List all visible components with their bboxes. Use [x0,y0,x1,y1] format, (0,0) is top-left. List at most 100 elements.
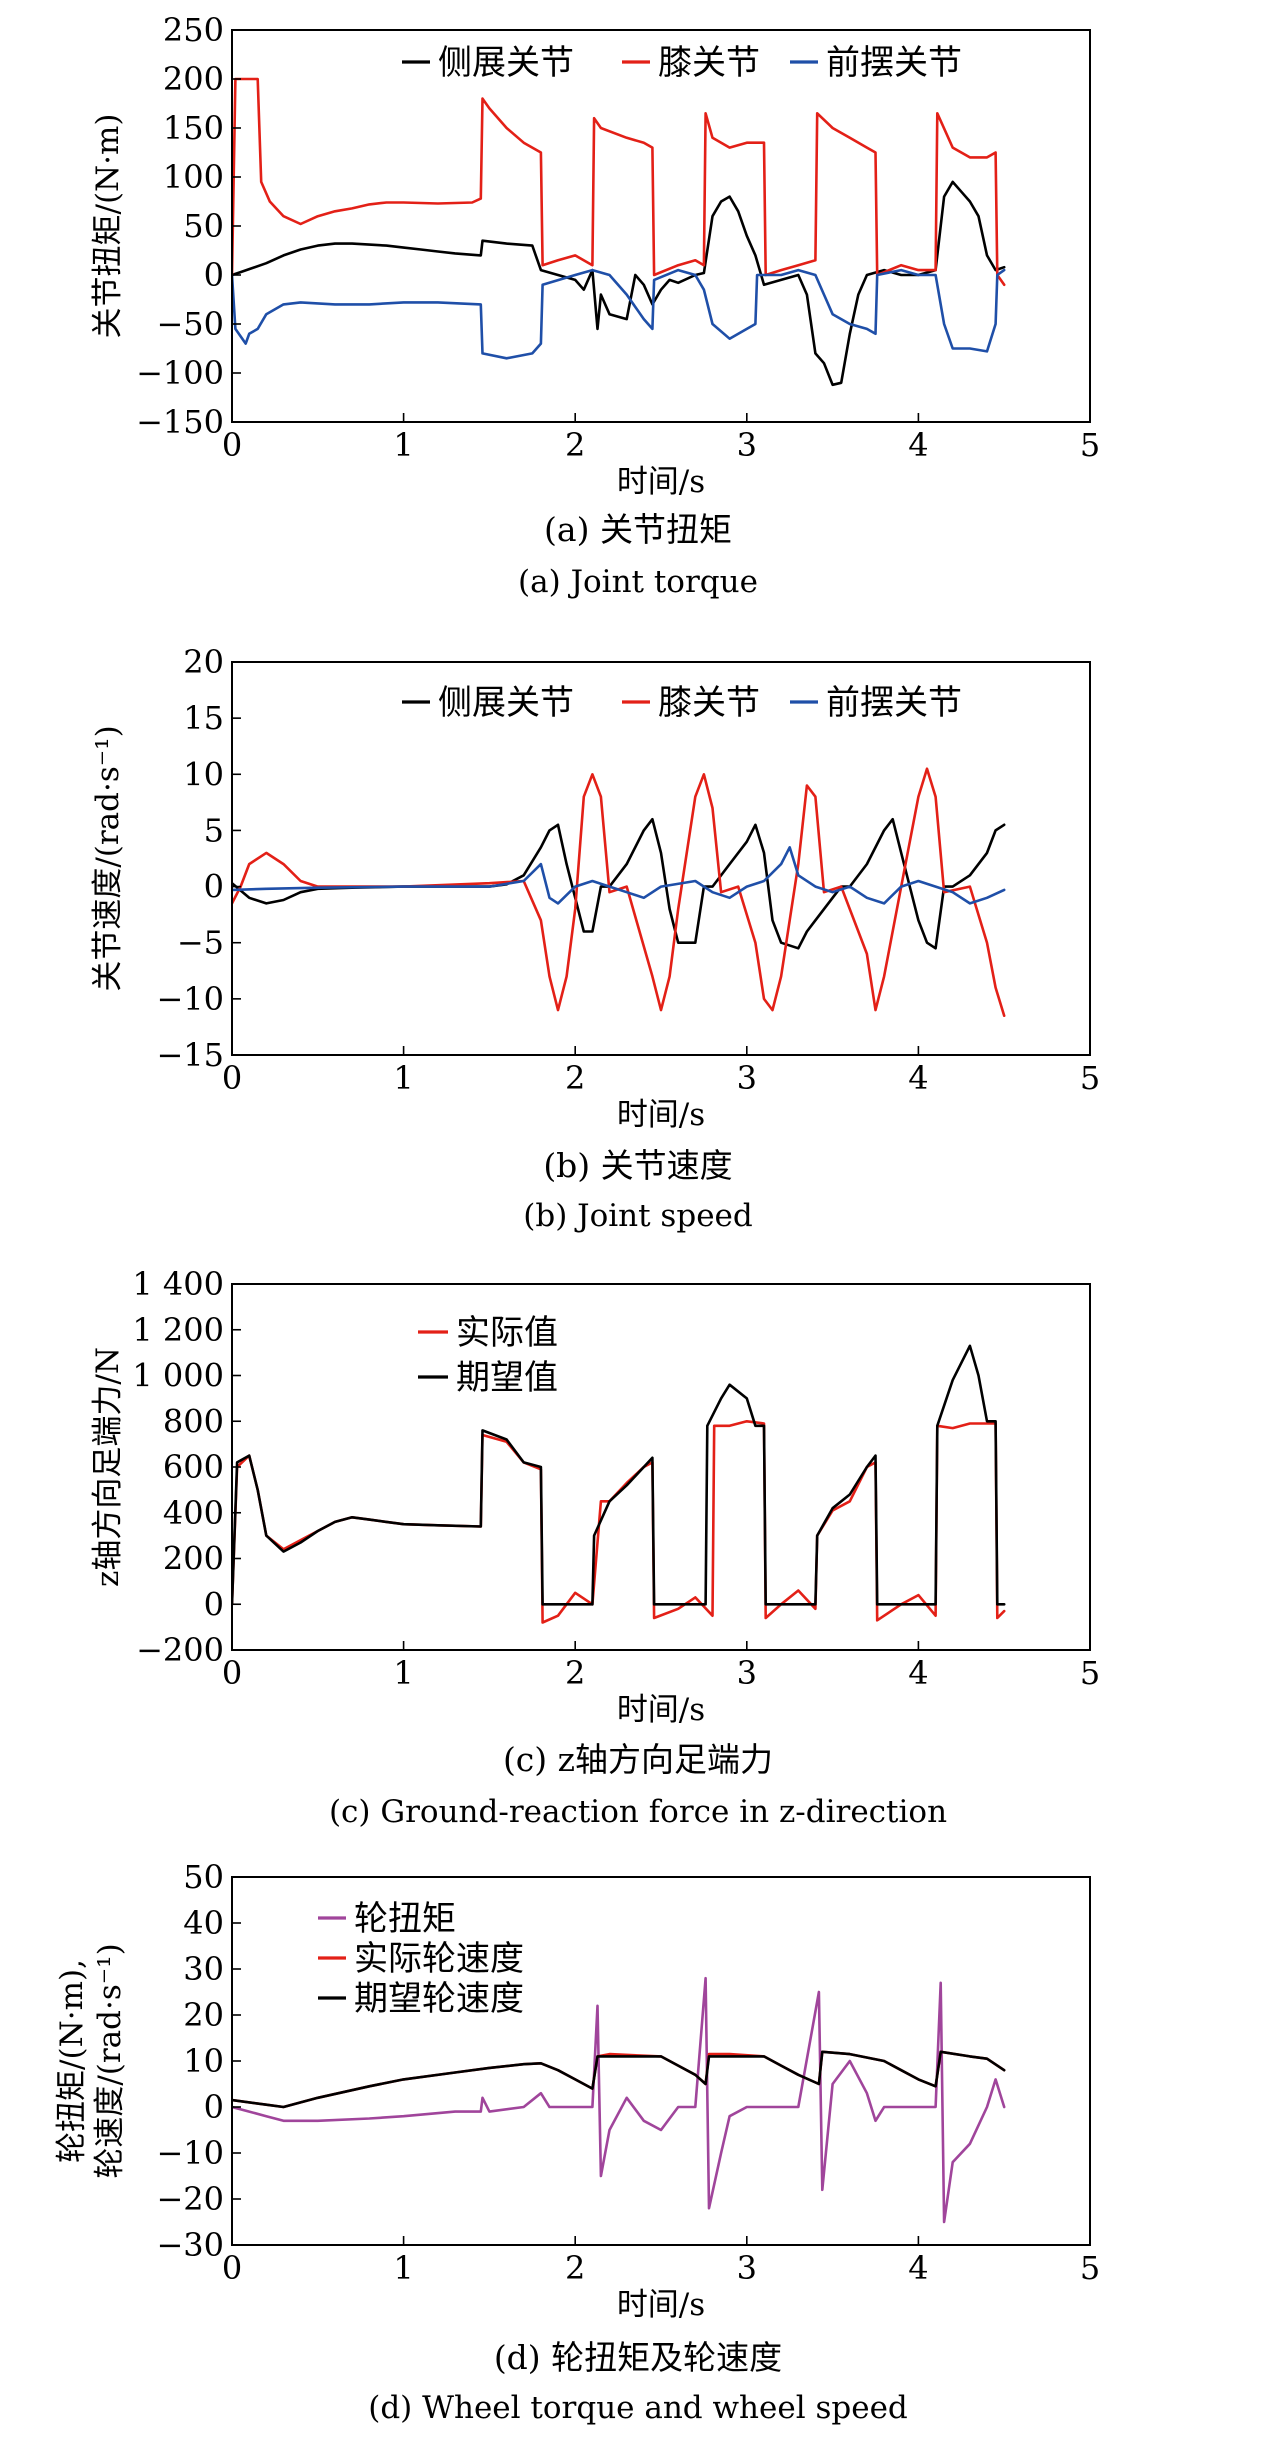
legend-label: 膝关节 [658,43,760,83]
panel-a: 0 1 2 3 4 5 250 200 150 100 50 0 −50 −100 −150 时间/s 关节扭矩… [90,11,1100,600]
x-tick-label: 4 [908,426,928,464]
series-line [232,846,1006,905]
series-line [232,767,1006,1017]
x-tick-label: 4 [908,1059,928,1097]
y-axis-label: 轮扭矩/(N·m), [54,1959,90,2163]
y-axis-label: 轮速度/(rad·s⁻¹) [92,1943,128,2178]
x-tick-label: 3 [737,1654,757,1692]
legend-label: 侧展关节 [438,683,574,723]
y-tick-label: 40 [183,1904,224,1942]
x-axis-label: 时间/s [617,1097,705,1133]
y-tick-label: 1 200 [132,1311,224,1349]
y-tick-label: 600 [163,1448,224,1486]
legend-label: 期望值 [456,1358,558,1398]
x-tick-label: 1 [393,1059,413,1097]
legend-label: 轮扭矩 [354,1899,456,1939]
plot-frame [231,661,1091,1056]
series-group [232,767,1006,1017]
y-axis-label: z轴方向足端力/N [90,1347,126,1587]
x-axis-label: 时间/s [617,464,705,500]
caption-cn: (c) z轴方向足端力 [503,1740,773,1779]
legend-label: 实际轮速度 [354,1939,524,1979]
y-tick-label: 20 [183,1996,224,2034]
caption-en: (d) Wheel torque and wheel speed [368,2390,908,2426]
y-tick-label: 15 [183,699,224,737]
legend-label: 膝关节 [658,683,760,723]
y-tick-label: −200 [136,1631,224,1669]
x-axis-label: 时间/s [617,1692,705,1728]
y-tick-label: 100 [163,158,224,196]
x-tick-label: 4 [908,1654,928,1692]
legend-label: 实际值 [456,1313,558,1353]
y-tick-label: 1 400 [132,1265,224,1303]
series-line [232,2050,1006,2109]
y-tick-label: 400 [163,1494,224,1532]
y-tick-label: 0 [204,256,224,294]
x-tick-label: 1 [393,2249,413,2287]
legend-label: 前摆关节 [826,43,962,83]
y-tick-label: 10 [183,2042,224,2080]
y-tick-label: 5 [204,811,224,849]
y-tick-label: 10 [183,755,224,793]
y-tick-label: −10 [156,980,224,1018]
y-tick-label: 30 [183,1950,224,1988]
series-line [232,77,1006,287]
legend-label: 侧展关节 [438,43,574,83]
series-group [232,1344,1006,1624]
y-tick-label: 50 [183,1858,224,1896]
y-tick-label: 150 [163,109,224,147]
y-tick-label: 200 [163,60,224,98]
y-tick-label: −20 [156,2180,224,2218]
x-tick-label: 5 [1080,1059,1100,1097]
y-tick-label: 1 000 [132,1357,224,1395]
y-axis-label: 关节速度/(rad·s⁻¹) [90,725,126,991]
panel-b: 0 1 2 3 4 5 20 15 10 5 0 −5 −10 −15 时间/s 关节速度/(rad·s⁻¹)… [90,643,1100,1234]
x-tick-label: 1 [393,1654,413,1692]
x-tick-label: 2 [565,426,585,464]
x-axis-label: 时间/s [617,2287,705,2323]
series-line [232,2050,1006,2109]
series-line [232,268,1006,360]
x-tick-label: 3 [737,1059,757,1097]
y-tick-label: 800 [163,1402,224,1440]
y-tick-label: −100 [136,354,224,392]
x-tick-label: 2 [565,1654,585,1692]
y-tick-label: 0 [204,868,224,906]
x-tick-label: 1 [393,426,413,464]
caption-en: (c) Ground-reaction force in z-direction [329,1794,947,1830]
y-tick-label: 200 [163,1540,224,1578]
x-tick-label: 0 [222,2249,242,2287]
legend-label: 期望轮速度 [354,1979,524,2019]
x-tick-label: 2 [565,2249,585,2287]
x-tick-label: 4 [908,2249,928,2287]
x-tick-label: 5 [1080,426,1100,464]
caption-en: (b) Joint speed [523,1198,752,1234]
plot-frame [231,1283,1091,1651]
series-line [232,1976,1006,2224]
y-axis-label: 关节扭矩/(N·m) [90,113,126,338]
caption-en: (a) Joint torque [518,564,758,600]
y-tick-label: −150 [136,403,224,441]
caption-cn: (b) 关节速度 [543,1146,732,1185]
series-line [232,817,1006,950]
panel-d: 0 1 2 3 4 5 50 40 30 20 10 0 −10 −20 −30 时间/s 轮扭矩/(N·m),… [54,1858,1100,2426]
plot-frame [231,29,1091,423]
x-tick-label: 5 [1080,1654,1100,1692]
legend: 侧展关节 膝关节 前摆关节 [402,683,962,723]
x-tick-label: 0 [222,426,242,464]
x-tick-label: 3 [737,2249,757,2287]
series-line [232,1344,1006,1606]
y-tick-label: −30 [156,2226,224,2264]
y-tick-label: 0 [204,2088,224,2126]
series-group [232,77,1006,387]
y-tick-label: −50 [156,305,224,343]
series-line [232,1420,1006,1624]
series-group [232,1976,1006,2224]
y-tick-label: −5 [177,924,224,962]
y-tick-label: −15 [156,1036,224,1074]
x-tick-label: 2 [565,1059,585,1097]
y-tick-label: −10 [156,2134,224,2172]
